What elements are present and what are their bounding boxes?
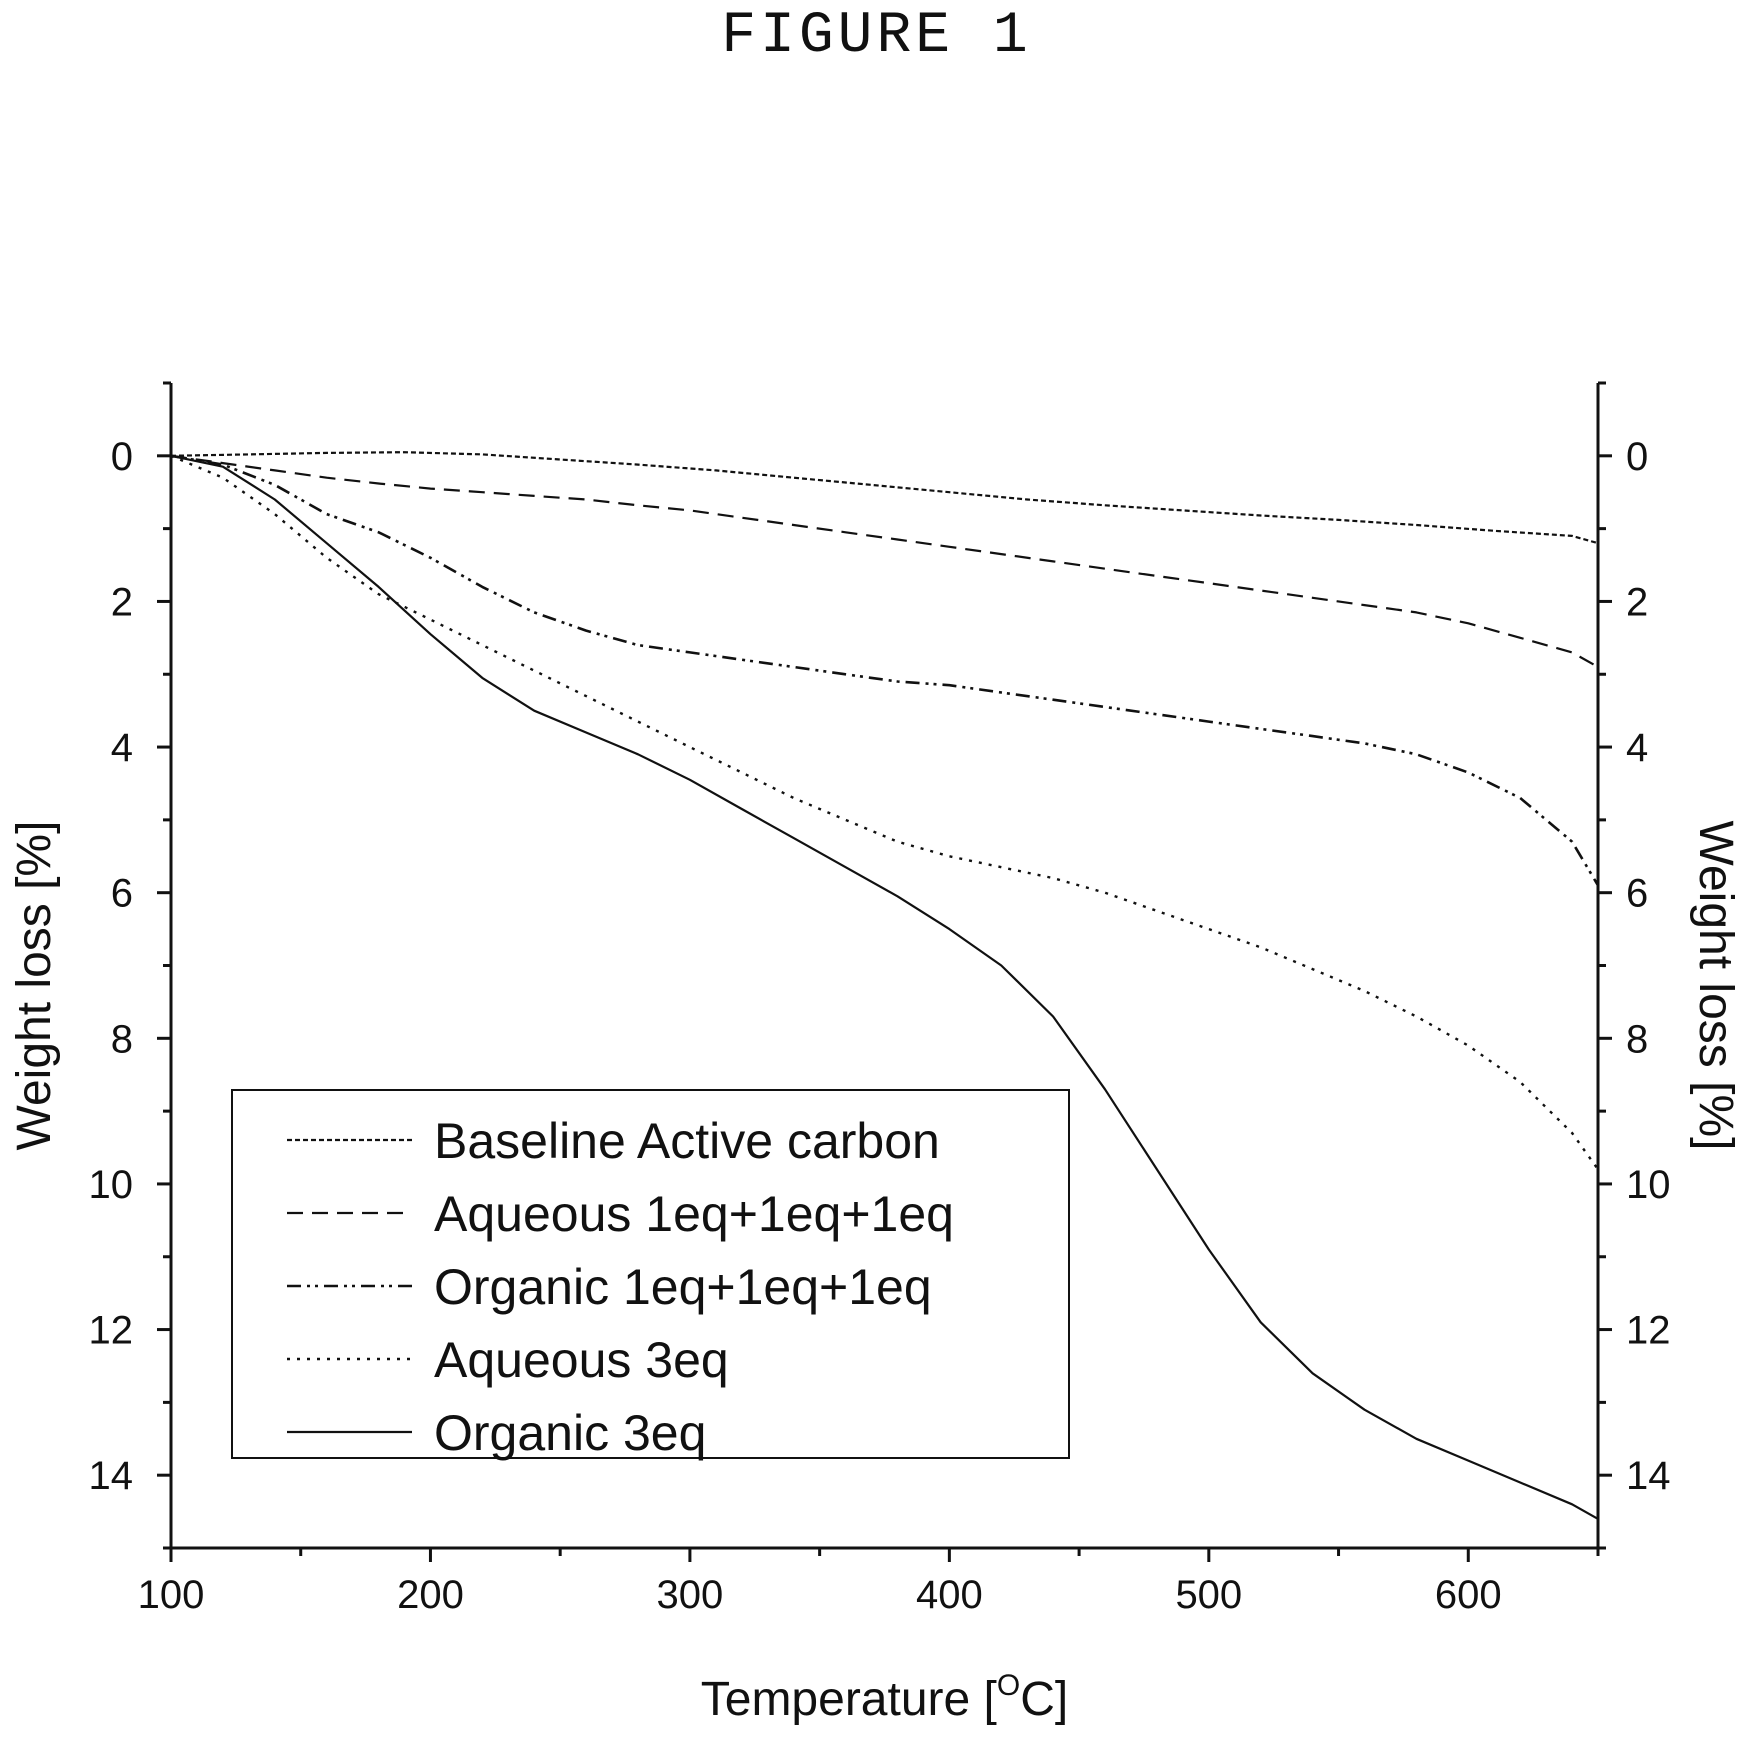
y-tick-label-right: 14 <box>1626 1454 1671 1498</box>
series-line-2 <box>170 454 1600 887</box>
series-layer <box>170 451 1600 1520</box>
legend-label-3: Aqueous 3eq <box>434 1332 729 1388</box>
legend-box <box>231 1089 1070 1459</box>
y-tick-label-right: 6 <box>1626 872 1648 916</box>
x-tick-label: 600 <box>1435 1573 1502 1617</box>
y-tick-label-right: 2 <box>1626 580 1648 624</box>
y-tick-label-right: 12 <box>1626 1309 1671 1353</box>
y-tick-label-left: 12 <box>89 1309 134 1353</box>
series-line-1 <box>170 454 1599 668</box>
y-tick-label-left: 6 <box>111 872 133 916</box>
x-tick-label: 500 <box>1175 1573 1242 1617</box>
y-tick-label-left: 10 <box>89 1163 134 1207</box>
series-line-3 <box>170 454 1599 1171</box>
y-tick-label-right: 4 <box>1626 726 1648 770</box>
legend-label-1: Aqueous 1eq+1eq+1eq <box>434 1186 954 1242</box>
y-tick-label-right: 10 <box>1626 1163 1671 1207</box>
y-tick-label-left: 0 <box>111 435 133 479</box>
figure-title: FIGURE 1 <box>721 4 1032 69</box>
y-tick-label-left: 2 <box>111 580 133 624</box>
x-axis-title: Temperature [OC] <box>701 1669 1068 1726</box>
legend-label-2: Organic 1eq+1eq+1eq <box>434 1259 932 1315</box>
y-tick-label-left: 14 <box>89 1454 134 1498</box>
y-axis-title-left: Weight loss [%] <box>8 821 61 1151</box>
legend-label-0: Baseline Active carbon <box>434 1113 940 1169</box>
x-tick-label: 400 <box>916 1573 983 1617</box>
y-tick-label-left: 4 <box>111 726 133 770</box>
x-tick-label: 100 <box>138 1573 205 1617</box>
x-tick-label: 300 <box>657 1573 724 1617</box>
axes: 100 200 300 400 500 600 0 0 2 2 4 4 6 6 8 8 10 10 12 12 14 14… <box>8 381 1742 1726</box>
series-line-4 <box>170 454 1599 1520</box>
x-tick-label: 200 <box>397 1573 464 1617</box>
y-tick-label-right: 0 <box>1626 435 1648 479</box>
legend: Baseline Active carbon Aqueous 1eq+1eq+1e… <box>231 1089 1070 1461</box>
y-tick-label-left: 8 <box>111 1017 133 1061</box>
series-line-0 <box>170 451 1599 545</box>
y-tick-label-right: 8 <box>1626 1017 1648 1061</box>
legend-label-4: Organic 3eq <box>434 1405 706 1461</box>
y-axis-title-right: Weight loss [%] <box>1689 821 1742 1151</box>
